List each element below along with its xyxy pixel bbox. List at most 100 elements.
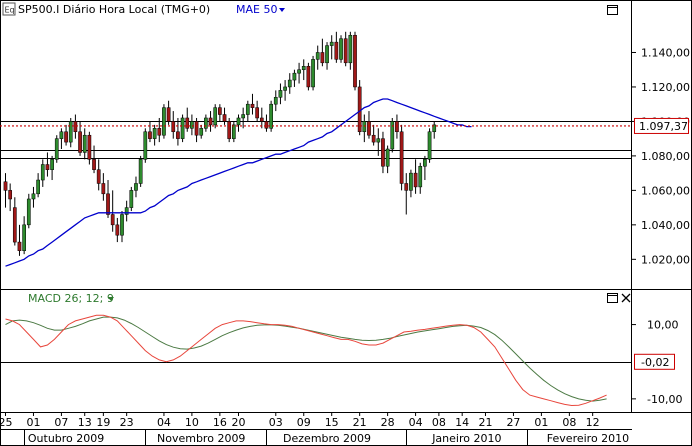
price-tick-label-1: 1.120,00	[641, 81, 690, 94]
candle-body	[120, 214, 124, 236]
candle-0	[3, 173, 8, 208]
day-tick-label-17: 14	[455, 416, 469, 429]
candle-2	[12, 197, 17, 246]
candle-body	[101, 183, 106, 195]
candle-body	[325, 45, 329, 64]
candle-body	[82, 134, 87, 153]
candle-48	[227, 117, 232, 143]
candle-31	[148, 121, 152, 143]
candle-85	[399, 124, 404, 191]
candle-29	[138, 155, 143, 187]
candle-body	[87, 134, 92, 160]
day-tick-label-22: 12	[586, 416, 600, 429]
candle-88	[413, 159, 418, 194]
macd-maximize-icon[interactable]	[607, 293, 618, 303]
candle-body	[54, 138, 59, 160]
indicator-dropdown-icon[interactable]	[279, 8, 285, 12]
candle-body	[250, 103, 255, 108]
indicator-label[interactable]: MAE 50	[236, 3, 277, 16]
candle-26	[124, 200, 129, 222]
month-label-1: Novembro 2009	[157, 432, 245, 445]
candle-6	[31, 186, 36, 208]
candle-body	[180, 117, 185, 139]
symbol-title[interactable]: SP500.I Diário Hora Local (TMG+0)	[18, 3, 210, 16]
candle-body	[236, 117, 241, 126]
candle-body	[171, 121, 176, 133]
day-tick-label-5: 23	[120, 416, 134, 429]
candle-body	[50, 159, 54, 170]
candle-body	[22, 224, 26, 251]
candle-53	[250, 93, 255, 115]
month-axis: Outubro 2009 Novembro 2009 Dezembro 2009 Ja…	[24, 430, 629, 446]
candle-86	[404, 173, 409, 215]
candle-1	[8, 183, 13, 212]
candle-body	[418, 165, 423, 188]
symbol-badge[interactable]	[2, 2, 16, 16]
day-tick-label-4: 19	[96, 416, 110, 429]
candle-91	[427, 128, 432, 163]
macd-label[interactable]: MACD 26; 12; 9	[28, 292, 114, 305]
candle-22	[106, 180, 110, 218]
candle-body	[292, 72, 297, 81]
candle-body	[348, 34, 353, 64]
candle-body	[64, 131, 68, 143]
candle-body	[343, 38, 348, 64]
candle-body	[287, 79, 292, 88]
candle-63	[297, 62, 301, 84]
candle-body	[12, 207, 17, 243]
day-tick-label-19: 27	[506, 416, 520, 429]
day-tick-label-13: 21	[353, 416, 367, 429]
price-tick-label-4: 1.060,00	[641, 184, 690, 197]
macd-dropdown-icon[interactable]	[108, 297, 114, 301]
candle-body	[166, 107, 171, 122]
candle-20	[96, 159, 101, 191]
candle-52	[245, 100, 250, 122]
candle-73	[343, 31, 348, 67]
candle-body	[264, 121, 269, 129]
candle-39	[185, 107, 190, 132]
candle-81	[381, 131, 385, 174]
candle-body	[376, 138, 381, 143]
candle-body	[134, 183, 138, 191]
month-label-2: Dezembro 2009	[283, 432, 371, 445]
candle-56	[264, 114, 269, 132]
candle-70	[329, 35, 334, 60]
candle-body	[115, 224, 120, 236]
candle-54	[255, 100, 259, 122]
candle-75	[353, 31, 357, 91]
candle-38	[180, 114, 185, 143]
candle-61	[287, 73, 292, 94]
candle-11	[54, 135, 59, 163]
candle-55	[259, 107, 264, 129]
candle-body	[395, 121, 399, 133]
day-tick-label-21: 08	[562, 416, 576, 429]
candle-34	[162, 104, 166, 139]
candle-19	[92, 145, 96, 174]
candle-3	[17, 224, 22, 256]
day-tick-label-10: 03	[269, 416, 283, 429]
candle-27	[129, 186, 134, 212]
candle-25	[120, 211, 124, 243]
macd-tick-label-1: -10,00	[647, 393, 682, 406]
candle-71	[334, 31, 339, 63]
price-tick-label-6: 1.020,00	[641, 253, 690, 266]
day-tick-label-6: 04	[157, 416, 171, 429]
candle-10	[50, 155, 54, 181]
macd-close-icon[interactable]	[621, 293, 631, 303]
maximize-icon[interactable]	[607, 5, 618, 15]
candle-body	[353, 34, 357, 88]
macd-value-label: -0,02	[634, 353, 675, 370]
candle-body	[36, 179, 40, 195]
day-tick-label-14: 28	[381, 416, 395, 429]
candle-83	[390, 117, 395, 153]
candle-87	[409, 169, 413, 198]
candle-body	[278, 90, 283, 98]
candle-body	[231, 124, 236, 139]
chart-header: Eq SP500.I Diário Hora Local (TMG+0) MAE…	[2, 2, 618, 16]
candle-body	[306, 66, 311, 88]
day-tick-label-20: 01	[534, 416, 548, 429]
candle-65	[306, 62, 311, 91]
candle-body	[106, 193, 110, 215]
day-tick-label-2: 07	[54, 416, 68, 429]
